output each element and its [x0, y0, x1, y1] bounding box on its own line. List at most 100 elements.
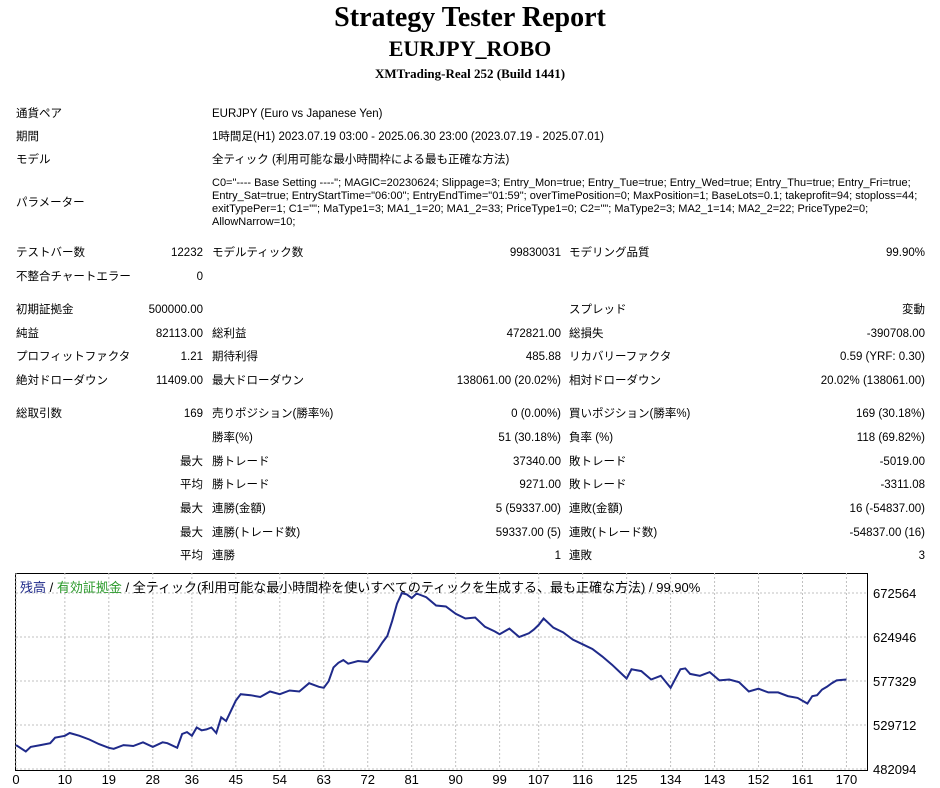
consec-loss-amt-value: 16 (-54837.00) [849, 503, 925, 515]
x-tick-label: 63 [317, 772, 331, 787]
legend-balance: 残高 [20, 580, 47, 595]
short-value: 0 (0.00%) [511, 408, 561, 420]
pf-value: 1.21 [180, 351, 203, 363]
short-label: 売りポジション(勝率%) [212, 408, 334, 420]
consec-win-cnt-value: 59337.00 (5) [495, 527, 561, 539]
chart-legend: 残高 / 有効証拠金 / 全ティック(利用可能な最小時間枠を使いすべてのティック… [20, 577, 700, 596]
gross-loss-value: -390708.00 [866, 328, 925, 340]
x-tick-label: 134 [660, 772, 682, 787]
y-tick-label: 672564 [873, 586, 916, 601]
avg-win-label: 勝トレード [212, 479, 270, 491]
x-tick-label: 28 [146, 772, 160, 787]
x-tick-label: 107 [528, 772, 550, 787]
x-tick-label: 81 [404, 772, 418, 787]
gross-profit-label: 総利益 [212, 328, 247, 340]
mismatch-label: 不整合チャートエラー [16, 271, 131, 283]
x-tick-label: 161 [792, 772, 814, 787]
period-value: 1時間足(H1) 2023.07.19 03:00 - 2025.06.30 2… [212, 131, 604, 143]
max-dd-value: 138061.00 (20.02%) [456, 375, 561, 387]
consec-win-cnt-label: 連勝(トレード数) [212, 527, 301, 539]
abs-dd-label: 絶対ドローダウン [16, 375, 108, 387]
x-tick-label: 72 [360, 772, 374, 787]
rel-dd-label: 相対ドローダウン [569, 375, 661, 387]
report-subtitle: EURJPY_ROBO [388, 36, 552, 61]
trades-value: 169 [183, 408, 203, 420]
win-label: 勝率(%) [212, 432, 253, 444]
recovery-value: 0.59 (YRF: 0.30) [839, 351, 925, 363]
params-label: パラメーター [16, 197, 85, 209]
params-value: C0="---- Base Setting ----"; MAGIC=20230… [212, 177, 918, 228]
consec-win-amt-label: 連勝(金額) [212, 503, 266, 515]
largest-win-value: 37340.00 [513, 456, 561, 468]
avg-consec-prefix: 平均 [180, 550, 203, 562]
report-title: Strategy Tester Report [334, 2, 606, 33]
x-tick-label: 19 [102, 772, 116, 787]
largest-win-label: 勝トレード [212, 456, 270, 468]
avg-consec-win-label: 連勝 [212, 550, 235, 562]
avg-loss-label: 敗トレード [569, 479, 627, 491]
payoff-label: 期待利得 [212, 351, 258, 363]
spread-value: 変動 [902, 304, 925, 316]
y-tick-label: 624946 [873, 630, 916, 645]
consec-loss-cnt-value: -54837.00 (16) [849, 527, 925, 539]
balance-chart-frame [15, 573, 868, 771]
symbol-label: 通貨ペア [16, 108, 62, 120]
consec-loss-cnt-label: 連敗(トレード数) [569, 527, 658, 539]
x-tick-label: 54 [273, 772, 287, 787]
period-label: 期間 [16, 131, 39, 143]
avg-consec-loss-label: 連敗 [569, 550, 592, 562]
x-tick-label: 10 [58, 772, 72, 787]
max-consec-amt-prefix: 最大 [180, 503, 203, 515]
deposit-label: 初期証拠金 [16, 304, 74, 316]
gross-loss-label: 総損失 [569, 328, 604, 340]
loss-label: 負率 (%) [569, 432, 614, 444]
abs-dd-value: 11409.00 [155, 375, 203, 387]
consec-win-amt-value: 5 (59337.00) [495, 503, 561, 515]
max-consec-cnt-prefix: 最大 [180, 527, 203, 539]
spread-label: スプレッド [569, 304, 627, 316]
bars-value: 12232 [171, 247, 203, 259]
win-value: 51 (30.18%) [498, 432, 561, 444]
net-value: 82113.00 [155, 328, 203, 340]
x-tick-label: 143 [704, 772, 726, 787]
largest-prefix: 最大 [180, 456, 203, 468]
legend-equity: 有効証拠金 [56, 580, 122, 595]
ticks-label: モデルティック数 [212, 247, 304, 259]
x-tick-label: 152 [748, 772, 770, 787]
avg-win-value: 9271.00 [519, 479, 561, 491]
mismatch-value: 0 [196, 271, 203, 283]
legend-model-text: 全ティック(利用可能な最小時間枠を使いすべてのティックを生成する、最も正確な方法… [132, 580, 701, 595]
symbol-value: EURJPY (Euro vs Japanese Yen) [212, 108, 383, 120]
max-dd-label: 最大ドローダウン [212, 375, 304, 387]
legend-sep-1: / [46, 580, 57, 595]
long-label: 買いポジション(勝率%) [569, 408, 691, 420]
model-label: モデル [16, 154, 51, 166]
x-tick-label: 125 [616, 772, 638, 787]
payoff-value: 485.88 [525, 351, 561, 363]
average-prefix: 平均 [180, 479, 203, 491]
quality-value: 99.90% [885, 247, 925, 259]
x-tick-label: 90 [448, 772, 462, 787]
deposit-value: 500000.00 [148, 304, 203, 316]
largest-loss-label: 敗トレード [569, 456, 627, 468]
quality-label: モデリング品質 [569, 247, 650, 259]
largest-loss-value: -5019.00 [879, 456, 925, 468]
long-value: 169 (30.18%) [855, 408, 925, 420]
x-tick-label: 99 [492, 772, 506, 787]
x-tick-label: 0 [12, 772, 19, 787]
avg-loss-value: -3311.08 [880, 479, 925, 491]
rel-dd-value: 20.02% (138061.00) [820, 375, 925, 387]
x-tick-label: 116 [572, 772, 593, 787]
loss-value: 118 (69.82%) [856, 432, 925, 444]
y-tick-label: 529712 [873, 718, 916, 733]
recovery-label: リカバリーファクタ [569, 351, 672, 363]
consec-loss-amt-label: 連敗(金額) [569, 503, 623, 515]
ticks-value: 99830031 [509, 247, 561, 259]
x-tick-label: 170 [836, 772, 858, 787]
x-tick-label: 45 [229, 772, 243, 787]
avg-consec-win-value: 1 [554, 550, 561, 562]
y-tick-label: 577329 [873, 674, 916, 689]
avg-consec-loss-value: 3 [918, 550, 925, 562]
pf-label: プロフィットファクタ [16, 351, 131, 363]
report-build: XMTrading-Real 252 (Build 1441) [374, 66, 566, 81]
